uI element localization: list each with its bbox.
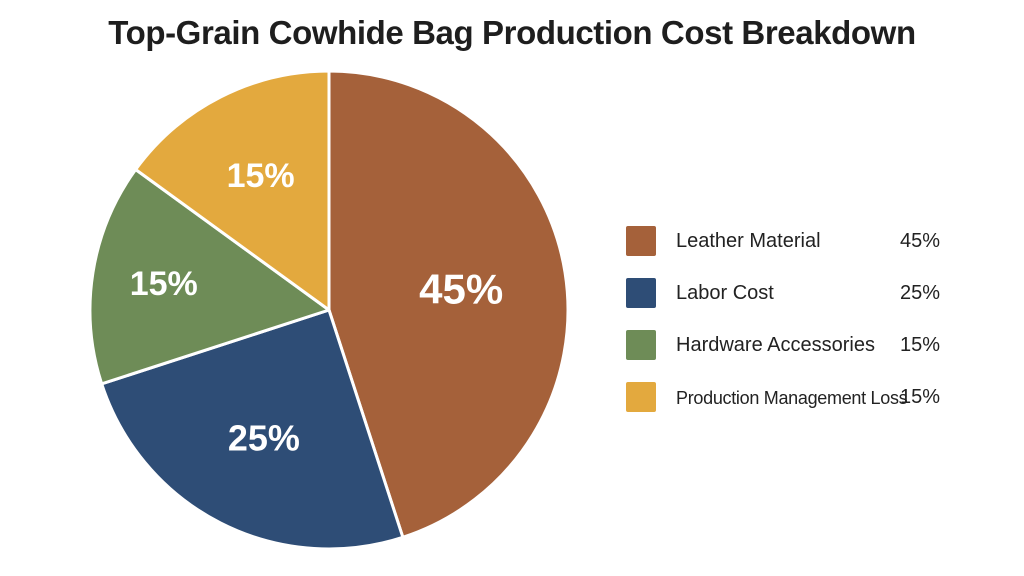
legend-swatch-labor-cost bbox=[626, 278, 656, 308]
legend-label-hardware-accessories: Hardware Accessories bbox=[676, 334, 875, 356]
legend-label-production-management-loss: Production Management Loss bbox=[676, 388, 908, 408]
legend-value-leather-material: 45% bbox=[899, 230, 940, 252]
legend-swatch-production-management-loss bbox=[626, 382, 656, 412]
pie-slice-hardware-accessories bbox=[88, 168, 331, 386]
legend-item-leather-material: Leather Material 45% bbox=[626, 224, 946, 276]
slice-label-labor-cost: 25% bbox=[228, 417, 300, 458]
legend-item-labor-cost: Labor Cost 25% bbox=[626, 276, 946, 328]
legend-value-labor-cost: 25% bbox=[899, 282, 940, 304]
slice-label-production-management-loss: 15% bbox=[227, 157, 295, 195]
legend-swatch-hardware-accessories bbox=[626, 330, 656, 360]
slice-label-hardware-accessories: 15% bbox=[130, 265, 198, 303]
pie-slice-production-management-loss bbox=[134, 69, 331, 312]
pie-slice-labor-cost bbox=[100, 308, 405, 551]
chart-title: Top-Grain Cowhide Bag Production Cost Br… bbox=[108, 14, 916, 51]
legend-item-hardware-accessories: Hardware Accessories 15% bbox=[626, 328, 946, 380]
legend: Leather Material 45% Labor Cost 25% Hard… bbox=[626, 224, 946, 432]
legend-swatch-leather-material bbox=[626, 226, 656, 256]
legend-label-labor-cost: Labor Cost bbox=[676, 282, 774, 304]
legend-label-leather-material: Leather Material bbox=[676, 230, 821, 252]
legend-value-production-management-loss: 15% bbox=[899, 386, 940, 408]
legend-value-hardware-accessories: 15% bbox=[899, 334, 940, 356]
legend-item-production-management-loss: Production Management Loss 15% bbox=[626, 380, 946, 432]
slice-label-leather-material: 45% bbox=[419, 266, 503, 313]
pie-slice-leather-material bbox=[327, 69, 570, 539]
